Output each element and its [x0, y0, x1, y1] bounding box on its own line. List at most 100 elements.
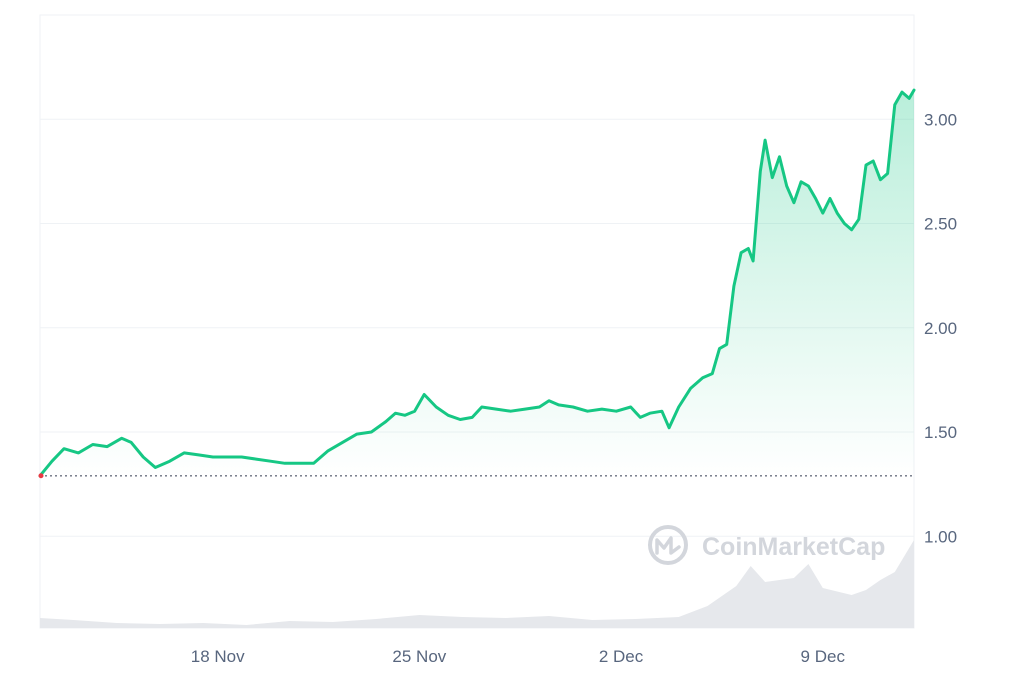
data-point [572, 406, 574, 408]
coinmarketcap-logo-icon [648, 525, 688, 565]
data-point [872, 160, 874, 162]
data-point [130, 441, 132, 444]
data-point [471, 416, 474, 419]
data-point [269, 460, 272, 463]
data-point [481, 406, 483, 408]
y-tick-label: 3.00 [924, 110, 957, 129]
data-point [793, 201, 795, 204]
data-point [212, 456, 214, 458]
data-point [423, 393, 426, 396]
data-point [106, 445, 108, 448]
data-point [661, 410, 663, 413]
data-point [886, 172, 889, 175]
data-point [548, 399, 550, 402]
data-point [538, 406, 541, 408]
data-point [747, 247, 750, 250]
data-point [615, 410, 618, 413]
data-point [711, 372, 714, 375]
y-tick-label: 2.00 [924, 319, 957, 338]
data-point [327, 450, 329, 452]
data-point [226, 456, 229, 458]
price-series [38, 88, 916, 478]
data-point [901, 91, 903, 93]
data-point [312, 462, 315, 465]
data-point [413, 410, 416, 413]
data-point [509, 410, 512, 413]
data-point [771, 176, 774, 179]
data-point [92, 443, 94, 446]
x-tick-label: 2 Dec [599, 647, 644, 666]
data-point [836, 212, 838, 214]
data-point [908, 97, 910, 100]
data-point [142, 456, 144, 458]
data-point [240, 456, 243, 458]
data-point [120, 437, 123, 440]
data-point [752, 260, 754, 262]
data-point [284, 462, 286, 465]
data-point [800, 181, 802, 183]
data-point [725, 343, 728, 346]
data-point [63, 447, 65, 450]
data-point [447, 414, 450, 417]
data-point [759, 170, 762, 173]
y-tick-label: 2.50 [924, 215, 957, 234]
data-point [459, 418, 462, 421]
data-point [557, 404, 560, 406]
data-point [77, 452, 80, 454]
data-point [814, 197, 817, 200]
data-point [785, 185, 788, 187]
data-point [298, 462, 301, 465]
price-area-fill [40, 90, 914, 476]
x-tick-label: 9 Dec [801, 647, 846, 666]
data-point [601, 408, 603, 410]
data-point [524, 408, 526, 410]
data-point [829, 197, 831, 200]
data-point [154, 466, 157, 469]
data-point [740, 251, 742, 254]
data-point [341, 441, 344, 444]
data-point [733, 285, 735, 287]
y-tick-label: 1.00 [924, 527, 957, 546]
x-tick-label: 25 Nov [392, 647, 446, 666]
x-tick-label: 18 Nov [191, 647, 245, 666]
data-point [435, 406, 438, 408]
data-point [865, 164, 867, 166]
data-point [385, 420, 387, 423]
data-point [197, 454, 200, 456]
data-point [843, 222, 846, 225]
watermark-text: CoinMarketCap [702, 533, 885, 561]
data-point [850, 229, 853, 231]
reference-line [38, 473, 914, 479]
data-point [701, 377, 704, 379]
data-point [668, 427, 670, 429]
data-point [879, 178, 882, 181]
data-point [586, 410, 589, 413]
data-point [778, 156, 781, 158]
data-point [394, 412, 397, 415]
data-point [183, 452, 185, 454]
data-point [858, 218, 860, 221]
data-point [404, 414, 406, 417]
data-point [639, 416, 642, 419]
data-point [370, 431, 373, 433]
data-point [822, 212, 824, 214]
volume-area [40, 540, 914, 628]
data-point [913, 89, 915, 91]
data-point [356, 433, 358, 435]
data-point [718, 347, 721, 350]
data-point [807, 185, 810, 187]
y-axis: 1.00 1.50 2.00 2.50 3.00 [924, 110, 957, 546]
data-point [495, 408, 498, 410]
data-point [649, 412, 651, 415]
data-point [629, 406, 632, 408]
data-point [51, 460, 53, 463]
watermark: CoinMarketCap [648, 525, 885, 565]
data-point [764, 139, 766, 141]
volume-area-shape [40, 540, 914, 628]
data-point [689, 387, 692, 390]
data-point [677, 406, 680, 408]
data-point [894, 103, 896, 106]
baseline-start-dot [38, 473, 44, 479]
y-tick-label: 1.50 [924, 423, 957, 442]
